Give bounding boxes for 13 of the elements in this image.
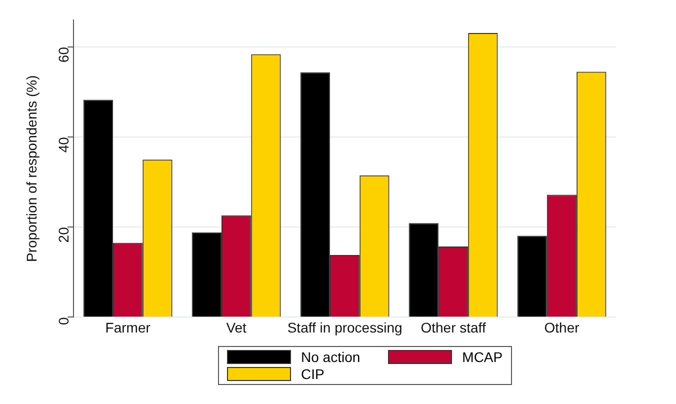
- y-tick-label: 0: [55, 316, 72, 325]
- x-tick-label: Vet: [226, 319, 247, 336]
- y-axis-title: Proportion of respondents (%): [23, 75, 40, 262]
- y-tick-label: 60: [55, 46, 72, 63]
- x-tick-label: Other staff: [420, 319, 486, 336]
- x-tick-label: Staff in processing: [287, 319, 402, 336]
- legend-label: No action: [301, 349, 360, 365]
- y-tick-label: 40: [55, 136, 72, 153]
- legend-label: CIP: [301, 366, 324, 382]
- x-tick-label: Farmer: [105, 319, 151, 336]
- x-tick-label: Other: [544, 319, 580, 336]
- y-tick-label: 20: [55, 226, 72, 243]
- legend-label: MCAP: [462, 349, 503, 365]
